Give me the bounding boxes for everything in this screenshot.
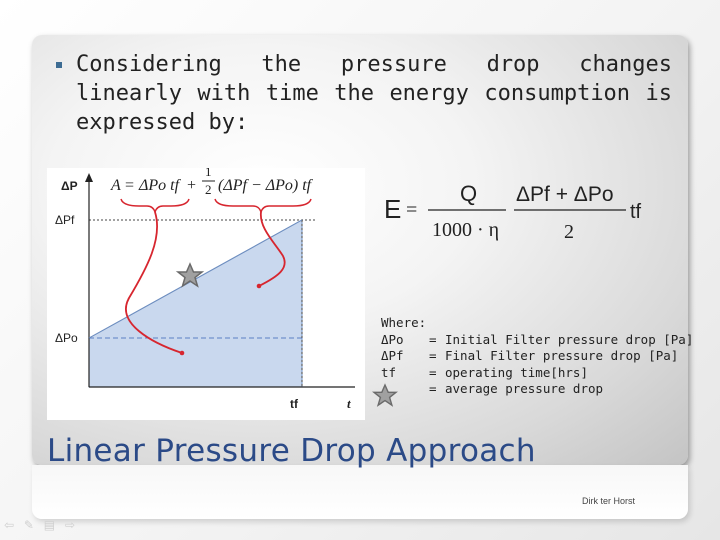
brace-right	[214, 198, 312, 215]
star-icon	[175, 262, 205, 288]
energy-formula: E = Q 1000 · η ΔPf + ΔPo 2 tf	[380, 178, 680, 248]
pressure-drop-chart-svg: ΔP ΔPf ΔPo tf t A = ΔPo tf + 1 2 (ΔPf − …	[55, 164, 355, 411]
red-curve-left-dot	[179, 350, 185, 356]
legend-desc: Final Filter pressure drop [Pa]	[445, 348, 679, 363]
red-curve-right	[258, 211, 286, 287]
area-formula-plus: +	[187, 177, 196, 194]
brace-left	[120, 198, 190, 215]
legend-item-dp-o: ΔPo = Initial Filter pressure drop [Pa]	[381, 332, 693, 349]
legend-symbol: ΔPf	[381, 348, 404, 363]
legend-star-icon	[371, 383, 399, 413]
legend-desc: Initial Filter pressure drop [Pa]	[445, 331, 694, 347]
tf-label: tf	[290, 397, 299, 411]
nav-forward-icon[interactable]: ⇨	[64, 518, 79, 532]
legend-eq: =	[429, 348, 437, 363]
energy-formula-den2: 2	[564, 221, 574, 243]
x-axis-label: t	[347, 396, 351, 411]
pressure-drop-chart: ΔP ΔPf ΔPo tf t A = ΔPo tf + 1 2 (ΔPf − …	[47, 164, 365, 420]
dp-f-label: ΔPf	[55, 213, 75, 227]
nav-edit-icon[interactable]: ✎	[23, 518, 37, 532]
legend-symbol: ΔPo	[381, 331, 404, 347]
legend-item-tf: tf = operating time[hrs]	[381, 365, 693, 382]
energy-formula-den: 1000 · η	[432, 219, 499, 241]
y-axis-arrow	[85, 173, 93, 182]
y-axis-label: ΔP	[61, 179, 78, 193]
energy-formula-svg: E = Q 1000 · η ΔPf + ΔPo 2 tf	[384, 181, 642, 243]
area-formula-frac-num: 1	[205, 168, 212, 179]
energy-formula-q: Q	[460, 181, 477, 206]
legend-eq: =	[429, 381, 437, 396]
area-shaded-region	[88, 219, 303, 388]
nav-menu-icon[interactable]: ▤	[43, 518, 59, 532]
energy-formula-tf: tf	[630, 201, 642, 223]
area-formula-eq: =	[125, 177, 134, 194]
red-curve-right-dot	[256, 283, 262, 289]
legend-header: Where:	[381, 315, 427, 330]
energy-formula-lhs: E	[384, 194, 401, 224]
author-name: Dirk ter Horst	[582, 496, 636, 506]
legend-desc: operating time[hrs]	[445, 364, 588, 380]
area-formula-frac-den: 2	[205, 182, 212, 197]
slide-navigation: ⇦ ✎ ▤ ⇨	[4, 518, 78, 532]
content-panel-footer	[32, 465, 688, 519]
energy-formula-num2: ΔPf + ΔPo	[516, 183, 614, 206]
area-formula-term2: (ΔPf − ΔPo) tf	[218, 177, 314, 194]
red-curve-left	[125, 211, 183, 354]
legend-item-star: = average pressure drop	[381, 381, 693, 398]
legend-desc: average pressure drop	[445, 381, 604, 396]
bullet-text: Considering the pressure drop changes li…	[76, 52, 672, 135]
dp-o-label: ΔPo	[55, 331, 78, 345]
nav-back-icon[interactable]: ⇦	[4, 518, 18, 532]
bullet-square-icon	[56, 62, 62, 68]
area-formula-lhs: A	[110, 177, 121, 194]
legend-symbol: tf	[381, 364, 397, 380]
legend-eq: =	[429, 364, 437, 380]
energy-formula-eq: =	[406, 199, 417, 221]
section-title: Linear Pressure Drop Approach	[47, 433, 536, 469]
legend-eq: =	[429, 331, 437, 347]
legend-item-dp-f: ΔPf = Final Filter pressure drop [Pa]	[381, 348, 693, 365]
area-formula-term1: ΔPo tf	[138, 177, 182, 194]
formula-legend: Where: ΔPo = Initial Filter pressure dro…	[381, 315, 693, 398]
